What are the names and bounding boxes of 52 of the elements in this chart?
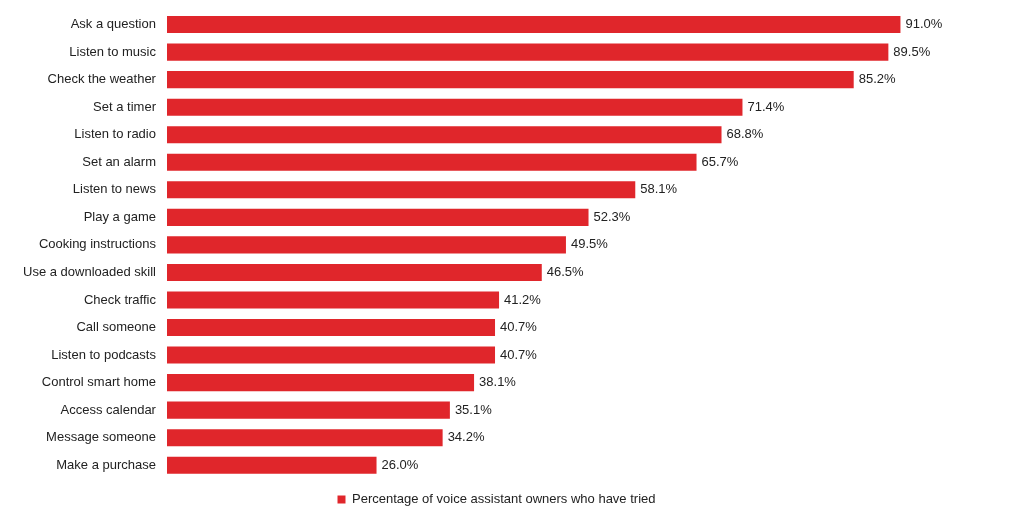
data-label: 41.2% [504, 291, 542, 307]
data-label: 40.7% [500, 319, 538, 335]
data-label: 58.1% [640, 181, 678, 197]
bar [166, 346, 496, 364]
y-tick-label: Listen to news [72, 181, 157, 197]
data-label: 52.3% [593, 208, 631, 224]
y-tick-label: Set a timer [93, 98, 157, 114]
y-tick-label: Set an alarm [82, 153, 156, 169]
y-tick-label: Check traffic [83, 291, 157, 307]
legend-label: Percentage of voice assistant owners who have tried [352, 491, 656, 507]
bar [166, 291, 500, 309]
data-label: 89.5% [893, 43, 931, 59]
data-label: 49.5% [570, 236, 609, 252]
bar [166, 236, 566, 254]
bar [166, 456, 377, 474]
data-label: 68.8% [726, 126, 764, 142]
bar [166, 401, 450, 419]
data-label: 71.4% [747, 98, 785, 114]
bar [166, 374, 475, 392]
bar [166, 263, 542, 281]
y-tick-label: Call someone [76, 319, 156, 335]
data-label: 65.7% [701, 153, 739, 169]
y-tick-label: Check the weather [47, 71, 157, 87]
bar [166, 98, 743, 116]
y-tick-label: Listen to podcasts [51, 346, 157, 362]
data-label: 46.5% [546, 264, 585, 280]
bar [166, 71, 854, 89]
data-label: 35.1% [454, 401, 493, 417]
y-tick-label: Use a downloaded skill [23, 264, 157, 280]
bar [166, 43, 889, 61]
data-label: 91.0% [905, 16, 943, 32]
bar [166, 181, 636, 199]
y-tick-label: Make a purchase [56, 456, 156, 472]
data-label: 38.1% [479, 374, 517, 390]
y-tick-label: Access calendar [60, 401, 157, 417]
y-tick-label: Play a game [83, 208, 156, 224]
y-tick-label: Cooking instructions [38, 236, 157, 252]
bar [166, 153, 697, 171]
bar [166, 126, 722, 144]
data-label: 26.0% [381, 456, 419, 472]
bar [166, 208, 589, 226]
data-label: 40.7% [500, 346, 538, 362]
bar [166, 16, 901, 34]
y-tick-label: Listen to radio [74, 126, 156, 142]
y-tick-label: Listen to music [69, 43, 157, 59]
y-tick-label: Control smart home [41, 374, 156, 390]
data-label: 34.2% [447, 429, 485, 445]
y-tick-label: Message someone [46, 429, 156, 445]
y-tick-label: Ask a question [70, 16, 156, 32]
bar [166, 429, 443, 447]
bar [166, 318, 496, 337]
data-label: 85.2% [858, 71, 897, 87]
